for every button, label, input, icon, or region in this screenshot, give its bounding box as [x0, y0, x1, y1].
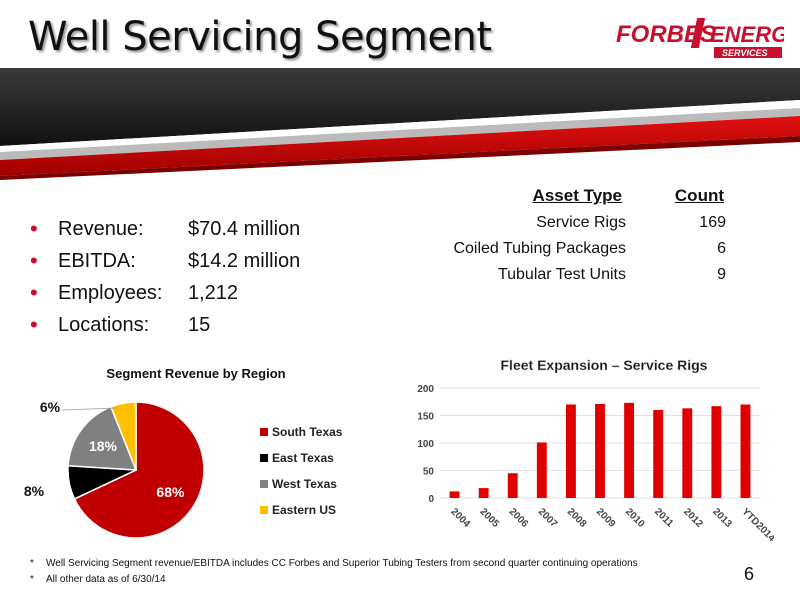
- count-cell: 6: [717, 240, 726, 257]
- pie-data-label: 6%: [40, 399, 61, 415]
- y-tick-label: 50: [423, 467, 435, 478]
- table-row: Tubular Test Units 9: [404, 266, 734, 292]
- bar-2011: [653, 410, 664, 498]
- summary-label: Revenue:: [58, 218, 144, 240]
- pie-chart-title: Segment Revenue by Region: [106, 366, 285, 381]
- x-tick-label: 2012: [681, 506, 705, 530]
- bar-2012: [682, 408, 693, 498]
- segment-summary-list: Revenue: $70.4 million EBITDA: $14.2 milli…: [30, 216, 301, 346]
- pie-data-label: 8%: [24, 483, 45, 499]
- asset-table: Asset Type Count Service Rigs 169 Coiled…: [404, 186, 734, 292]
- bar-2007: [536, 442, 547, 498]
- y-tick-label: 100: [417, 439, 434, 450]
- asset-type-cell: Coiled Tubing Packages: [453, 240, 626, 257]
- asset-type-header: Asset Type: [532, 186, 622, 205]
- footnote-1: * Well Servicing Segment revenue/EBITDA i…: [30, 556, 638, 572]
- pie-data-label: 18%: [89, 438, 118, 454]
- summary-value: $14.2 million: [188, 250, 301, 272]
- asset-type-cell: Tubular Test Units: [497, 266, 626, 283]
- x-tick-label: 2005: [478, 506, 502, 530]
- legend-swatch: [260, 480, 268, 488]
- legend-label: East Texas: [272, 451, 334, 465]
- table-row: Service Rigs 169: [404, 214, 734, 240]
- x-tick-label: 2009: [594, 506, 618, 530]
- bar-2008: [565, 404, 576, 498]
- legend-label: West Texas: [272, 477, 337, 491]
- fleet-expansion-bar-chart: Fleet Expansion – Service Rigs 0 50 100 150…: [417, 357, 774, 545]
- footnote-marker: *: [30, 574, 34, 585]
- legend-label: Eastern US: [272, 503, 336, 517]
- x-tick-label: 2010: [623, 506, 647, 530]
- table-row: Coiled Tubing Packages 6: [404, 240, 734, 266]
- x-tick-label: 2008: [565, 506, 589, 530]
- x-tick-label: 2004: [448, 506, 472, 530]
- summary-item-revenue: Revenue: $70.4 million: [30, 216, 301, 250]
- asset-type-cell: Service Rigs: [536, 214, 626, 231]
- pie-leader-line: [61, 407, 117, 411]
- forbes-energy-logo: FORBES ENERGY SERVICES: [614, 18, 784, 58]
- summary-label: Locations:: [58, 314, 150, 336]
- x-tick-label: 2006: [507, 506, 531, 530]
- summary-item-ebitda: EBITDA: $14.2 million: [30, 248, 301, 282]
- bar-2006: [507, 473, 518, 498]
- bar-2013: [711, 406, 722, 498]
- footnote-text: All other data as of 6/30/14: [46, 574, 166, 585]
- footnote-text: Well Servicing Segment revenue/EBITDA in…: [46, 558, 638, 569]
- pie-data-label: 68%: [156, 484, 185, 500]
- logo-text-second: ENERGY: [710, 22, 784, 47]
- legend-swatch: [260, 428, 268, 436]
- page-number: 6: [744, 564, 755, 584]
- x-tick-label: 2007: [536, 506, 560, 530]
- y-tick-label: 0: [428, 494, 434, 505]
- header-banner: [0, 68, 800, 180]
- bar-chart-title: Fleet Expansion – Service Rigs: [501, 357, 708, 373]
- summary-value: $70.4 million: [188, 218, 301, 240]
- footnote-2: * All other data as of 6/30/14: [30, 572, 638, 588]
- footnotes: * Well Servicing Segment revenue/EBITDA i…: [30, 556, 638, 588]
- pie-slice-south-texas: [73, 401, 205, 539]
- legend-swatch: [260, 506, 268, 514]
- count-header: Count: [674, 186, 724, 205]
- summary-value: 1,212: [188, 282, 239, 304]
- legend-label: South Texas: [272, 425, 343, 439]
- legend-swatch: [260, 454, 268, 462]
- pie-slice-eastern-us: [109, 401, 137, 471]
- summary-value: 15: [188, 314, 211, 336]
- page-title: Well Servicing Segment: [28, 14, 492, 60]
- x-tick-label: 2013: [710, 506, 734, 530]
- summary-label: Employees:: [58, 282, 163, 304]
- count-cell: 9: [717, 266, 726, 283]
- x-tick-label: 2011: [652, 506, 675, 529]
- summary-item-employees: Employees: 1,212: [30, 280, 300, 314]
- y-tick-label: 150: [417, 412, 434, 423]
- summary-label: EBITDA:: [58, 250, 136, 272]
- bar-2005: [478, 488, 489, 498]
- bar-2009: [595, 403, 605, 498]
- bar-2010: [624, 402, 635, 498]
- y-tick-label: 200: [417, 384, 434, 395]
- bar-2004: [449, 491, 460, 498]
- asset-table-header: Asset Type Count: [404, 186, 734, 214]
- logo-text-sub: SERVICES: [722, 48, 768, 58]
- footnote-marker: *: [30, 558, 34, 569]
- region-revenue-pie-chart: Segment Revenue by Region 68% 8% 18% 6% Sout…: [24, 366, 343, 539]
- bar-ytd2014: [740, 404, 751, 498]
- summary-item-locations: Locations: 15: [30, 312, 300, 346]
- x-tick-label: YTD2014: [739, 506, 774, 544]
- count-cell: 169: [699, 214, 726, 231]
